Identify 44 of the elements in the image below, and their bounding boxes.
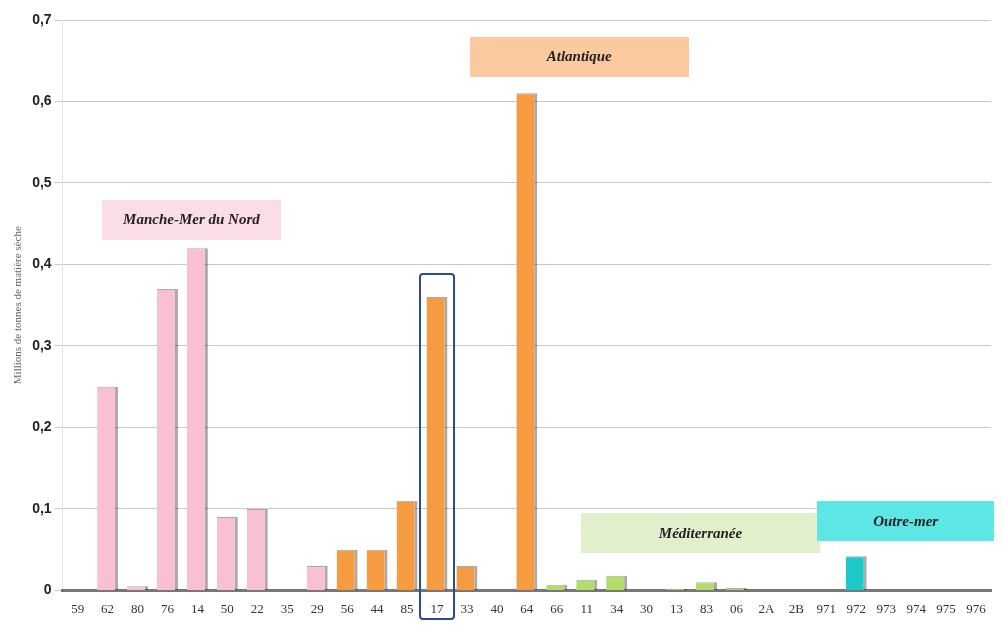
x-tick-label: 976 <box>966 600 987 616</box>
x-tick-label: 14 <box>190 600 205 616</box>
x-tick-label: 22 <box>250 600 264 616</box>
x-tick-label: 83 <box>700 600 714 616</box>
x-tick-label: 33 <box>460 600 474 616</box>
y-axis-title: Millions de tonnes de matière sèche <box>11 226 24 385</box>
x-tick-label: 35 <box>280 600 294 616</box>
y-tick-label: 0,7 <box>32 10 52 27</box>
x-tick-label: 13 <box>670 600 684 616</box>
x-tick-label: 66 <box>550 600 564 616</box>
x-tick-label: 40 <box>490 600 504 616</box>
x-tick-label: 50 <box>220 600 234 616</box>
annotation: Méditerranée <box>658 524 743 542</box>
x-tick-label: 17 <box>430 600 444 616</box>
x-tick-label: 64 <box>520 600 534 616</box>
x-tick-label: 29 <box>310 600 324 616</box>
x-tick-label: 2B <box>788 600 805 616</box>
y-tick-label: 0 <box>43 581 52 598</box>
x-tick-label: 973 <box>876 600 896 616</box>
x-tick-label: 06 <box>729 600 744 616</box>
x-tick-label: 56 <box>340 600 355 616</box>
y-tick-label: 0,1 <box>32 499 52 516</box>
annotation: Manche-Mer du Nord <box>123 211 260 229</box>
x-tick-label: 2A <box>758 600 775 616</box>
x-tick-label: 30 <box>640 600 654 616</box>
annotation: Atlantique <box>546 48 612 66</box>
x-tick-label: 85 <box>400 600 414 616</box>
y-tick-label: 0,2 <box>32 418 52 435</box>
x-tick-label: 974 <box>906 600 927 616</box>
y-tick-label: 0,5 <box>32 173 52 190</box>
x-tick-label: 80 <box>131 600 145 616</box>
x-tick-label: 975 <box>936 600 956 616</box>
x-tick-label: 62 <box>101 600 115 616</box>
x-tick-label: 971 <box>816 600 837 616</box>
x-tick-label: 972 <box>846 600 866 616</box>
y-tick-label: 0,3 <box>32 336 52 353</box>
x-tick-label: 34 <box>610 600 624 616</box>
annotation: Outre-mer <box>873 512 939 530</box>
x-tick-label: 76 <box>160 600 175 616</box>
y-tick-label: 0,6 <box>32 92 52 109</box>
x-tick-label: 11 <box>580 600 593 616</box>
x-tick-label: 59 <box>71 600 85 616</box>
x-tick-label: 44 <box>370 600 385 616</box>
y-tick-label: 0,4 <box>32 255 52 272</box>
